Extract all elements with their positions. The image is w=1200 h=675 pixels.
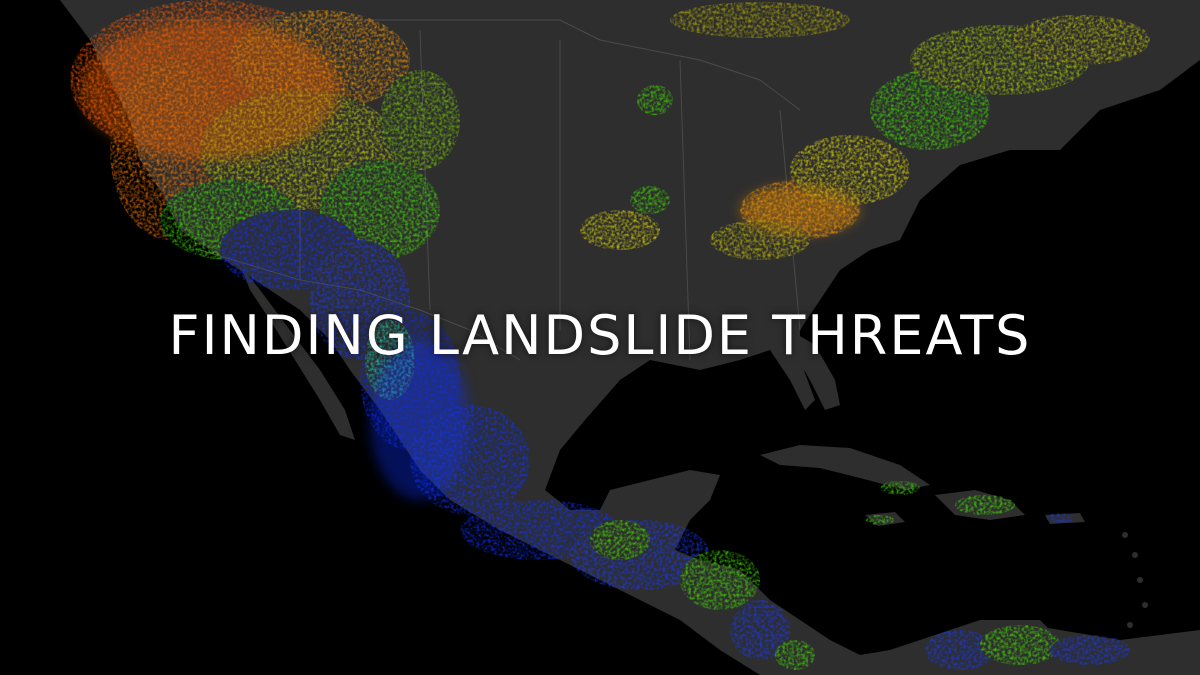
risk-glow: [80, 20, 860, 500]
florida: [790, 330, 840, 410]
cuba: [760, 445, 930, 490]
baja-california: [240, 265, 355, 440]
lesser-antilles: [1122, 532, 1148, 628]
video-title: FINDING LANDSLIDE THREATS: [168, 304, 1032, 367]
